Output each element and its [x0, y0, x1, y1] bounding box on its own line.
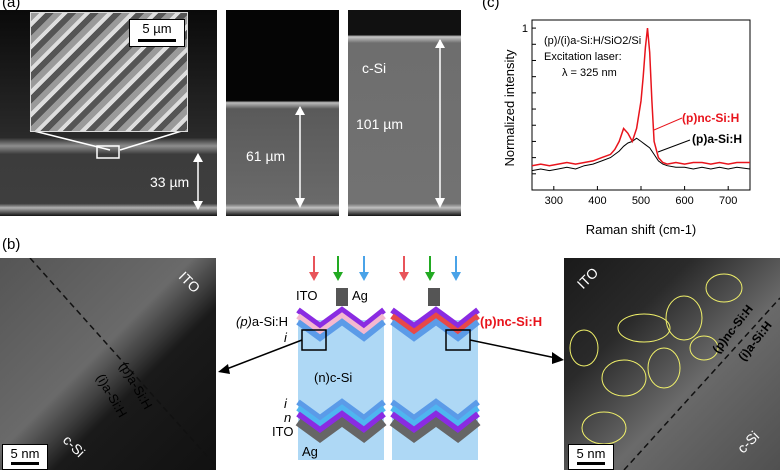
left-bulk [298, 320, 384, 460]
right-bulk [392, 320, 478, 460]
x-axis-label: Raman shift (cm-1) [586, 222, 697, 237]
label-ito-bottom: ITO [272, 424, 293, 439]
panel-label-c: (c) [482, 0, 500, 11]
label-ag-bottom: Ag [302, 444, 318, 459]
legend-pasi-pointer [657, 139, 691, 153]
light-arrow-head-5 [451, 272, 461, 281]
series-group [531, 28, 751, 172]
left-ito-bottom [296, 410, 386, 434]
sem-left-overlay [29, 129, 203, 210]
sem-image-33um: 5 µm 33 µm [0, 10, 217, 216]
x-tick-label-1: 400 [588, 195, 606, 207]
y-axis-label: Normalized intensity [502, 49, 517, 167]
tem-left-overlay [29, 258, 216, 467]
label-bulk: (n)c-Si [314, 370, 352, 385]
left-i-bottom [296, 398, 386, 422]
light-arrow-head-1 [333, 272, 343, 281]
annotation-line-1: (p)/(i)a-Si:H/SiO2/Si [544, 35, 641, 47]
label-p-asi: (p)a-Si:H [236, 314, 288, 329]
right-ito-bottom [390, 410, 480, 434]
right-connector [469, 339, 557, 359]
sem-image-101um: c-Si 101 µm [348, 10, 461, 216]
panel-label-b: (b) [2, 236, 21, 253]
label-pnc: (p)nc-Si:H [480, 314, 542, 329]
left-connector [223, 339, 303, 371]
left-p-asi [296, 312, 386, 336]
right-ag-bottom [389, 417, 481, 444]
right-pnc [390, 312, 480, 336]
label-ito-top: ITO [296, 288, 317, 303]
thickness-33um: 33 µm [150, 174, 190, 190]
label-ag-top: Ag [352, 288, 368, 303]
legend-pnc-pointer [653, 117, 683, 131]
x-tick-label-4: 700 [719, 195, 737, 207]
left-i-top [296, 318, 386, 342]
right-i-bottom [390, 398, 480, 422]
x-tick-label-3: 600 [675, 195, 693, 207]
thickness-61um: 61 µm [246, 148, 286, 164]
light-arrow-head-0 [309, 272, 319, 281]
thickness-101um: 101 µm [356, 116, 403, 132]
sem-image-61um: 61 µm [226, 10, 339, 216]
series-line-0 [531, 137, 751, 172]
x-tick-label-0: 300 [545, 195, 563, 207]
x-ticks: 300 400 500 600 700 [545, 186, 737, 207]
y-tick-label-9: 1 [522, 23, 528, 35]
sem-inset-pyramids: 5 µm [30, 12, 188, 132]
annotation-line-2: Excitation laser: [544, 51, 622, 63]
label-i-bottom: i [284, 396, 288, 411]
left-n-bottom [296, 404, 386, 428]
y-ticks: 1 [522, 23, 536, 175]
light-arrow-head-4 [425, 272, 435, 281]
tem-image-asi: ITO (p)a-Si:H (i)a-Si:H c-Si 5 nm [0, 258, 216, 470]
label-n-bottom: n [284, 410, 291, 425]
plot-frame [531, 19, 751, 191]
device-schematic: ITO Ag (p)a-Si:H i (n)c-Si i n ITO Ag (p… [218, 256, 564, 460]
tem-right-overlay [569, 273, 780, 470]
right-ag-top [428, 288, 440, 306]
material-csi: c-Si [362, 60, 387, 76]
right-ito-top [390, 306, 480, 330]
x-tick-label-2: 500 [632, 195, 650, 207]
tem-image-ncsi: ITO (p)nc-Si:H (i)a-Si:H c-Si 5 nm [564, 258, 780, 470]
light-arrow-head-2 [359, 272, 369, 281]
raman-chart: 1 300 400 500 600 700 Normalized intensity R… [502, 19, 751, 237]
right-n-bottom [390, 404, 480, 428]
left-ag-top [336, 288, 348, 306]
light-arrows [309, 256, 461, 281]
sem-middle-overlay [295, 106, 305, 208]
legend-pnc: (p)nc-Si:H [682, 111, 739, 125]
inset-scale-bar: 5 µm [129, 19, 185, 47]
tem-right-scale: 5 nm [568, 444, 614, 470]
series-line-1 [531, 28, 750, 167]
annotation-line-3: λ = 325 nm [562, 67, 617, 79]
label-i-top: i [284, 330, 288, 345]
legend-pasi: (p)a-Si:H [692, 132, 742, 146]
left-ito-top [296, 306, 386, 330]
light-arrow-head-3 [399, 272, 409, 281]
panel-label-a: (a) [2, 0, 21, 11]
left-ag-bottom [295, 417, 387, 444]
right-i-top [390, 318, 480, 342]
sem-right-overlay [435, 39, 445, 208]
tem-left-scale: 5 nm [2, 444, 48, 470]
